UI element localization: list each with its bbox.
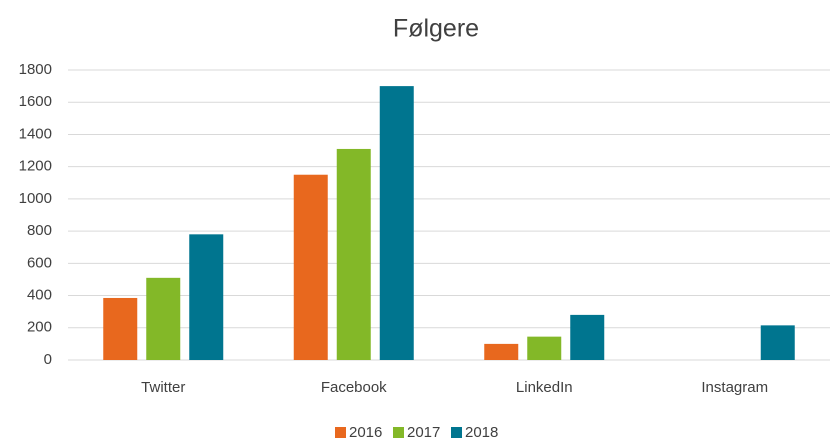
bar <box>484 343 519 360</box>
legend-label: 2016 <box>349 424 382 441</box>
chart-title: Følgere <box>393 15 479 43</box>
y-tick-label: 0 <box>44 351 52 368</box>
bar <box>146 277 181 360</box>
bar <box>293 174 328 360</box>
x-tick-label: Facebook <box>321 379 387 396</box>
legend-swatch <box>393 427 404 438</box>
bar <box>570 314 605 360</box>
legend-swatch <box>335 427 346 438</box>
y-tick-label: 1000 <box>19 190 52 207</box>
y-tick-label: 400 <box>27 287 52 304</box>
legend-swatch <box>451 427 462 438</box>
y-tick-label: 1600 <box>19 93 52 110</box>
bar <box>760 325 795 360</box>
y-tick-label: 800 <box>27 222 52 239</box>
bar <box>527 336 562 360</box>
legend-label: 2017 <box>407 424 440 441</box>
y-tick-label: 1400 <box>19 125 52 142</box>
y-tick-label: 1200 <box>19 158 52 175</box>
x-tick-label: Instagram <box>701 379 768 396</box>
y-tick-label: 1800 <box>19 61 52 78</box>
x-tick-label: Twitter <box>141 379 185 396</box>
y-tick-label: 200 <box>27 319 52 336</box>
bar <box>103 297 138 360</box>
legend-label: 2018 <box>465 424 498 441</box>
bar <box>189 234 224 360</box>
x-tick-label: LinkedIn <box>516 379 573 396</box>
y-tick-label: 600 <box>27 254 52 271</box>
bar <box>379 86 414 360</box>
bar <box>336 148 371 360</box>
